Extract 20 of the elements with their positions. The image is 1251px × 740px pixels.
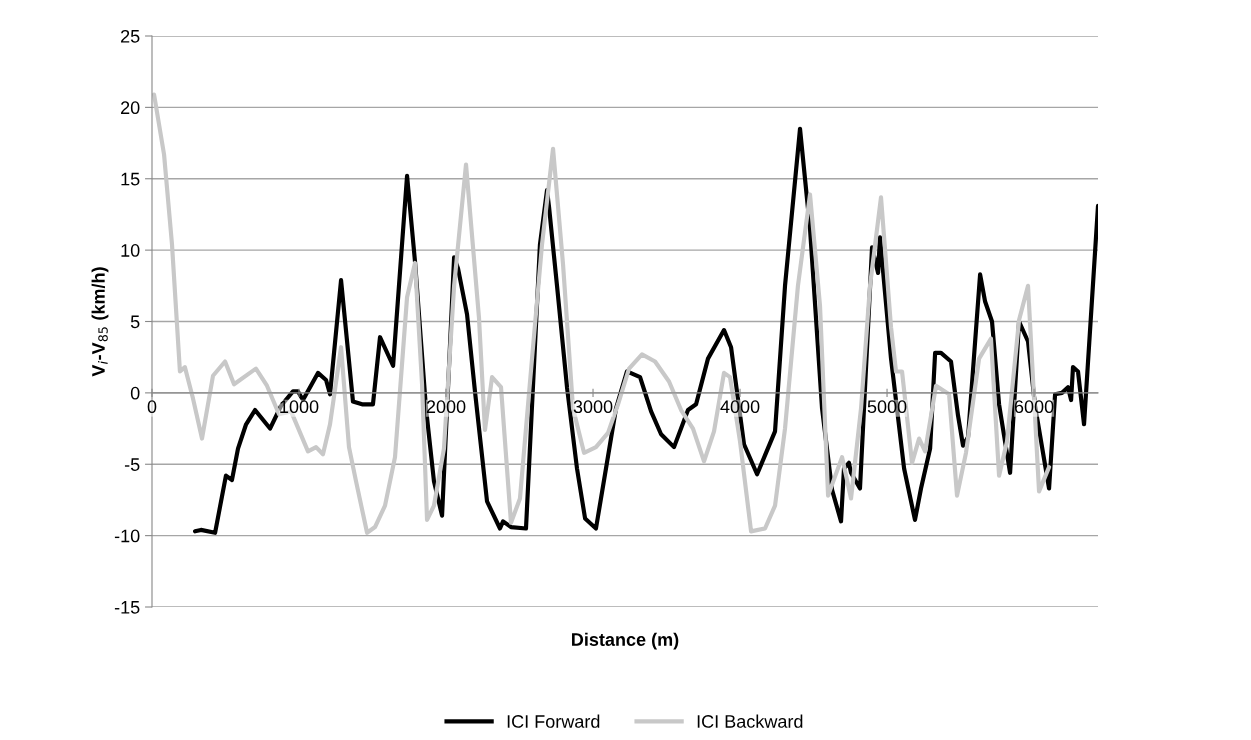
- y-tick-label: 15: [121, 172, 140, 186]
- y-tick-label: -5: [124, 458, 140, 471]
- x-tick-label: 1000: [280, 400, 319, 414]
- x-tick-label: 5000: [867, 400, 907, 414]
- x-tick-label: 0: [147, 400, 157, 414]
- x-tick-label: 4000: [720, 400, 760, 414]
- y-tick-label: 0: [130, 386, 140, 400]
- x-tick-label: 3000: [573, 400, 613, 414]
- x-tick-label: 6000: [1014, 400, 1054, 414]
- y-tick-label: 25: [121, 29, 140, 43]
- y-tick-label: 5: [130, 315, 140, 329]
- y-tick-label: -10: [114, 529, 140, 543]
- legend-label: ICI Forward: [507, 714, 600, 728]
- y-tick-label: 20: [121, 101, 140, 115]
- y-axis-title: V$_{i}$-V$_{85}$ (km/h): [91, 267, 109, 377]
- x-tick-label: 2000: [426, 400, 466, 414]
- y-tick-label: 10: [121, 244, 140, 257]
- legend-label: ICI Backward: [697, 714, 803, 728]
- y-tick-label: -15: [114, 601, 140, 614]
- x-axis-title: Distance (m): [572, 632, 679, 650]
